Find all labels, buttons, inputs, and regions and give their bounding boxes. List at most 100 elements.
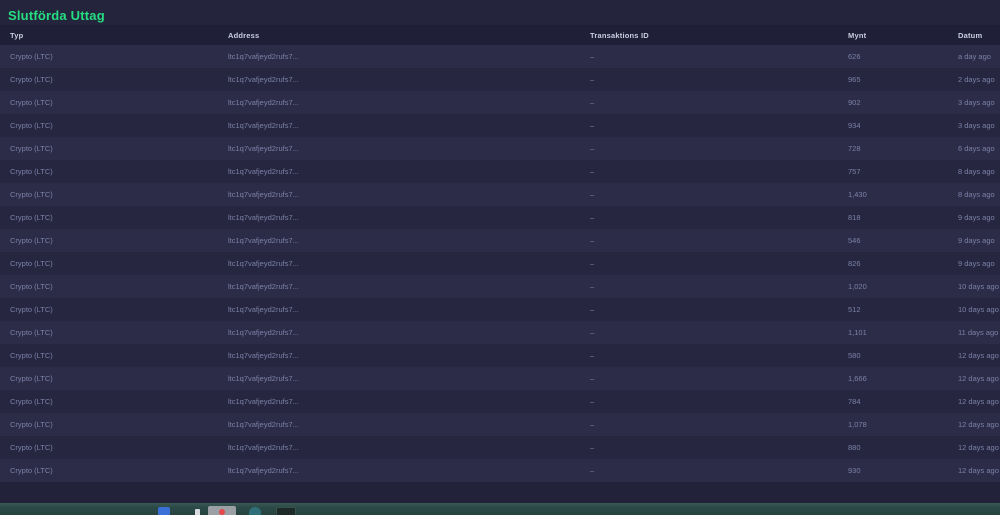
cell-datum: 2 days ago xyxy=(958,68,1000,91)
table-row: Crypto (LTC) ltc1q7vafjeyd2rufs7... –1,101… xyxy=(0,321,1000,344)
cell-address: ltc1q7vafjeyd2rufs7... xyxy=(228,91,590,114)
cell-address: ltc1q7vafjeyd2rufs7... xyxy=(228,45,590,68)
withdrawals-table: Typ Address Transaktions ID Mynt Datum C… xyxy=(0,25,1000,482)
cell-txid: – xyxy=(590,390,848,413)
table-row: Crypto (LTC) ltc1q7vafjeyd2rufs7... –934 3 … xyxy=(0,114,1000,137)
titlebar: Slutförda Uttag xyxy=(0,0,1000,25)
cell-mynt: 902 xyxy=(848,91,958,114)
cell-mynt: 880 xyxy=(848,436,958,459)
cell-typ: Crypto (LTC) xyxy=(0,413,228,436)
cell-txid: – xyxy=(590,413,848,436)
active-window-icon[interactable] xyxy=(208,506,236,515)
cell-txid: – xyxy=(590,45,848,68)
cell-address: ltc1q7vafjeyd2rufs7... xyxy=(228,436,590,459)
cell-txid: – xyxy=(590,68,848,91)
cell-datum: 12 days ago xyxy=(958,367,1000,390)
cell-typ: Crypto (LTC) xyxy=(0,252,228,275)
column-header-datum: Datum xyxy=(958,25,1000,45)
cell-address: ltc1q7vafjeyd2rufs7... xyxy=(228,390,590,413)
browser-icon[interactable] xyxy=(158,507,170,515)
cell-typ: Crypto (LTC) xyxy=(0,137,228,160)
cell-mynt: 1,020 xyxy=(848,275,958,298)
cell-datum: 6 days ago xyxy=(958,137,1000,160)
cell-address: ltc1q7vafjeyd2rufs7... xyxy=(228,298,590,321)
cell-typ: Crypto (LTC) xyxy=(0,321,228,344)
cell-typ: Crypto (LTC) xyxy=(0,275,228,298)
table-row: Crypto (LTC) ltc1q7vafjeyd2rufs7... –880 12… xyxy=(0,436,1000,459)
page-background xyxy=(0,482,1000,503)
cell-typ: Crypto (LTC) xyxy=(0,160,228,183)
cell-typ: Crypto (LTC) xyxy=(0,344,228,367)
table-row: Crypto (LTC) ltc1q7vafjeyd2rufs7... –818 9 … xyxy=(0,206,1000,229)
cell-address: ltc1q7vafjeyd2rufs7... xyxy=(228,275,590,298)
cell-typ: Crypto (LTC) xyxy=(0,459,228,482)
cell-mynt: 512 xyxy=(848,298,958,321)
table-row: Crypto (LTC) ltc1q7vafjeyd2rufs7... –757 8 … xyxy=(0,160,1000,183)
cell-txid: – xyxy=(590,436,848,459)
cell-mynt: 818 xyxy=(848,206,958,229)
cell-datum: 10 days ago xyxy=(958,298,1000,321)
page-title: Slutförda Uttag xyxy=(8,8,105,23)
cell-mynt: 757 xyxy=(848,160,958,183)
cell-txid: – xyxy=(590,160,848,183)
cell-txid: – xyxy=(590,459,848,482)
cell-mynt: 965 xyxy=(848,68,958,91)
cell-txid: – xyxy=(590,298,848,321)
table-row: Crypto (LTC) ltc1q7vafjeyd2rufs7... –1,430… xyxy=(0,183,1000,206)
cell-address: ltc1q7vafjeyd2rufs7... xyxy=(228,229,590,252)
cell-datum: 12 days ago xyxy=(958,436,1000,459)
cell-address: ltc1q7vafjeyd2rufs7... xyxy=(228,206,590,229)
cell-datum: 3 days ago xyxy=(958,114,1000,137)
cell-datum: 12 days ago xyxy=(958,413,1000,436)
cell-mynt: 580 xyxy=(848,344,958,367)
cell-datum: 9 days ago xyxy=(958,206,1000,229)
table-row: Crypto (LTC) ltc1q7vafjeyd2rufs7... –626 a … xyxy=(0,45,1000,68)
cell-mynt: 826 xyxy=(848,252,958,275)
cell-mynt: 1,101 xyxy=(848,321,958,344)
cell-datum: 12 days ago xyxy=(958,344,1000,367)
cell-typ: Crypto (LTC) xyxy=(0,436,228,459)
chat-icon[interactable] xyxy=(249,507,261,515)
cell-mynt: 546 xyxy=(848,229,958,252)
cell-datum: 9 days ago xyxy=(958,229,1000,252)
cell-typ: Crypto (LTC) xyxy=(0,183,228,206)
cell-datum: 3 days ago xyxy=(958,91,1000,114)
cursor-icon xyxy=(195,509,200,515)
table-row: Crypto (LTC) ltc1q7vafjeyd2rufs7... –728 6 … xyxy=(0,137,1000,160)
cell-typ: Crypto (LTC) xyxy=(0,229,228,252)
cell-mynt: 1,666 xyxy=(848,367,958,390)
cell-typ: Crypto (LTC) xyxy=(0,298,228,321)
red-dot-icon xyxy=(219,509,225,515)
cell-address: ltc1q7vafjeyd2rufs7... xyxy=(228,114,590,137)
cell-typ: Crypto (LTC) xyxy=(0,206,228,229)
column-header-mynt: Mynt xyxy=(848,25,958,45)
terminal-icon[interactable] xyxy=(276,507,296,515)
table-row: Crypto (LTC) ltc1q7vafjeyd2rufs7... –826 9 … xyxy=(0,252,1000,275)
cell-typ: Crypto (LTC) xyxy=(0,45,228,68)
table-row: Crypto (LTC) ltc1q7vafjeyd2rufs7... –1,078… xyxy=(0,413,1000,436)
cell-txid: – xyxy=(590,114,848,137)
cell-mynt: 934 xyxy=(848,114,958,137)
table-row: Crypto (LTC) ltc1q7vafjeyd2rufs7... –930 12… xyxy=(0,459,1000,482)
cell-typ: Crypto (LTC) xyxy=(0,68,228,91)
table-header: Typ Address Transaktions ID Mynt Datum xyxy=(0,25,1000,45)
cell-txid: – xyxy=(590,321,848,344)
table-row: Crypto (LTC) ltc1q7vafjeyd2rufs7... –1,666… xyxy=(0,367,1000,390)
cell-address: ltc1q7vafjeyd2rufs7... xyxy=(228,459,590,482)
table-body: Crypto (LTC) ltc1q7vafjeyd2rufs7... –626 a … xyxy=(0,45,1000,482)
cell-address: ltc1q7vafjeyd2rufs7... xyxy=(228,183,590,206)
cell-txid: – xyxy=(590,252,848,275)
cell-txid: – xyxy=(590,344,848,367)
table-row: Crypto (LTC) ltc1q7vafjeyd2rufs7... –512 10… xyxy=(0,298,1000,321)
cell-typ: Crypto (LTC) xyxy=(0,390,228,413)
cell-txid: – xyxy=(590,91,848,114)
cell-address: ltc1q7vafjeyd2rufs7... xyxy=(228,68,590,91)
cell-txid: – xyxy=(590,229,848,252)
cell-datum: a day ago xyxy=(958,45,1000,68)
cell-txid: – xyxy=(590,367,848,390)
cell-address: ltc1q7vafjeyd2rufs7... xyxy=(228,137,590,160)
column-header-transaktions-id: Transaktions ID xyxy=(590,25,848,45)
taskbar xyxy=(0,503,1000,515)
cell-address: ltc1q7vafjeyd2rufs7... xyxy=(228,344,590,367)
